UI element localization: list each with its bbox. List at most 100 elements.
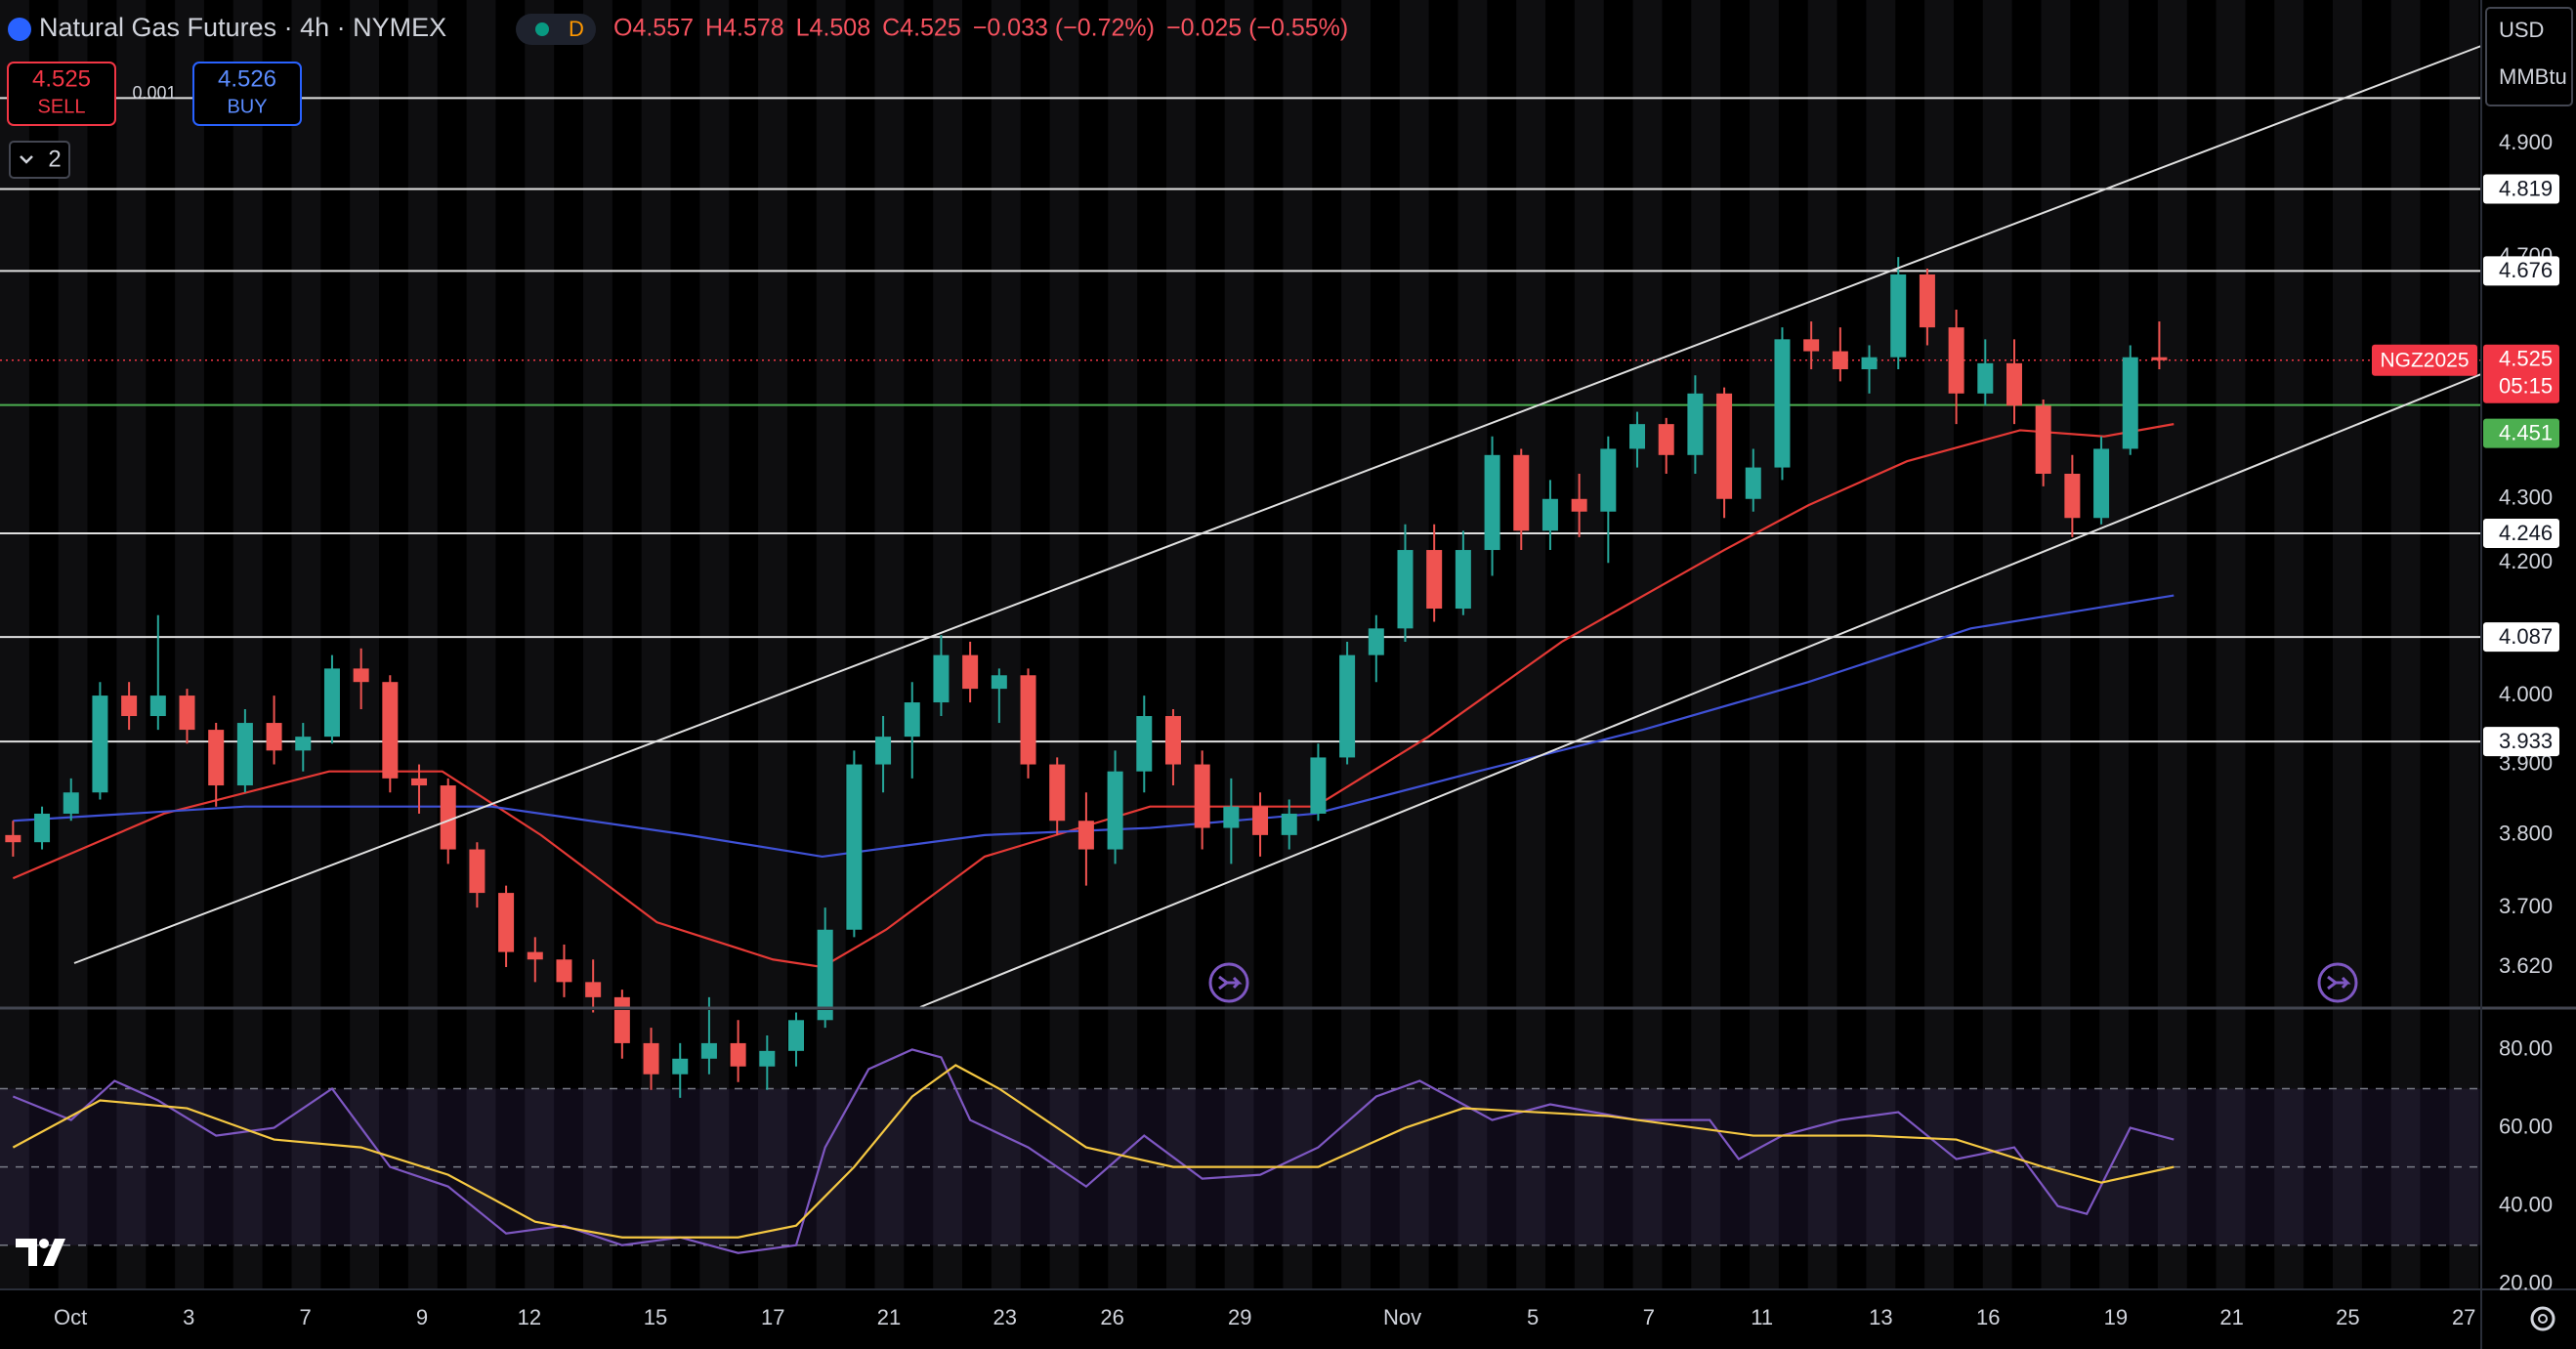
indicators-count: 2 xyxy=(48,146,61,172)
candle-body xyxy=(1252,806,1269,835)
candle-body xyxy=(149,696,166,717)
x-tick-label: 19 xyxy=(2104,1305,2128,1329)
candle-body xyxy=(2093,448,2110,519)
candle-body xyxy=(1223,806,1240,828)
x-tick-label: 9 xyxy=(416,1305,428,1329)
candle-body xyxy=(1803,339,1820,352)
candle-body xyxy=(1164,716,1181,765)
candle-body xyxy=(1049,764,1066,822)
x-tick-label: 15 xyxy=(644,1305,667,1329)
candle-body xyxy=(1832,351,1848,370)
status-pill[interactable] xyxy=(516,14,596,45)
x-tick-label: 25 xyxy=(2336,1305,2359,1329)
settings-icon[interactable] xyxy=(2530,1306,2555,1331)
last-price-label: 4.525 xyxy=(2499,347,2553,371)
candle-body xyxy=(759,1050,776,1067)
y-tick-label: 4.300 xyxy=(2499,485,2553,510)
symbol-icon xyxy=(8,18,31,41)
x-tick-label: 21 xyxy=(2219,1305,2243,1329)
rsi-tick-label: 60.00 xyxy=(2499,1114,2553,1138)
candle-body xyxy=(1861,357,1878,370)
price-tag xyxy=(2483,344,2559,403)
candle-body xyxy=(1339,654,1356,758)
level-tag xyxy=(2483,727,2559,757)
candle-body xyxy=(1774,339,1791,468)
buy-price: 4.526 xyxy=(218,65,276,92)
x-tick-label: 3 xyxy=(183,1305,194,1329)
x-tick-label: 12 xyxy=(518,1305,541,1329)
candle-body xyxy=(266,723,282,751)
candle-body xyxy=(1194,764,1210,828)
candle-body xyxy=(787,1020,804,1051)
spread: 0.001 xyxy=(132,83,176,103)
session-stripes xyxy=(0,0,2481,1289)
channel-lower xyxy=(919,373,2482,1008)
candle-body xyxy=(92,696,108,793)
level-label: 4.676 xyxy=(2499,258,2553,282)
y-tick-label: 4.900 xyxy=(2499,130,2553,154)
buy-button[interactable] xyxy=(192,62,302,126)
candle-body xyxy=(498,893,515,952)
candle-body xyxy=(933,654,950,703)
sell-button[interactable] xyxy=(7,62,116,126)
sell-price: 4.525 xyxy=(32,65,91,92)
candle-body xyxy=(556,959,572,983)
level-tag xyxy=(2483,256,2559,286)
y-tick-label: 3.620 xyxy=(2499,953,2553,978)
candle-body xyxy=(353,668,369,683)
event-icon[interactable] xyxy=(1208,962,1249,1003)
ohlc-value: −0.025 (−0.55%) xyxy=(1166,15,1348,42)
candle-body xyxy=(2151,357,2168,360)
candle-body xyxy=(2006,362,2022,406)
candle-body xyxy=(1658,424,1674,455)
symbol-label: NGZ2025 xyxy=(2380,349,2469,371)
rsi-tick-label: 40.00 xyxy=(2499,1192,2553,1216)
level-label: 4.087 xyxy=(2499,624,2553,649)
ohlc-value: H4.578 xyxy=(705,15,784,42)
ohlc-value: O4.557 xyxy=(613,15,694,42)
unit: MMBtu xyxy=(2499,64,2567,89)
x-tick-label: 16 xyxy=(1976,1305,2000,1329)
symbol-tag xyxy=(2372,344,2477,376)
candle-body xyxy=(1426,550,1443,610)
candle-body xyxy=(1977,362,1994,394)
x-tick-label: Oct xyxy=(54,1305,87,1329)
countdown: 05:15 xyxy=(2499,374,2553,399)
candle-body xyxy=(1077,821,1094,850)
y-tick-label: 3.800 xyxy=(2499,822,2553,846)
y-tick-label: 3.700 xyxy=(2499,894,2553,918)
candle-body xyxy=(1107,771,1123,850)
indicators-toggle[interactable] xyxy=(9,141,70,179)
x-tick-label: Nov xyxy=(1383,1305,1421,1329)
level-label: 4.819 xyxy=(2499,176,2553,200)
candle-body xyxy=(469,849,486,894)
currency: USD xyxy=(2499,18,2544,42)
candle-body xyxy=(904,702,920,738)
candle-body xyxy=(643,1042,659,1075)
candle-body xyxy=(208,730,225,786)
ohlc-value: C4.525 xyxy=(882,15,961,42)
candle-body xyxy=(179,696,195,731)
support-label: 4.451 xyxy=(2499,420,2553,444)
interval-badge: D xyxy=(569,17,584,41)
level-tag xyxy=(2483,622,2559,653)
candle-body xyxy=(1571,498,1587,512)
y-tick-label: 4.200 xyxy=(2499,549,2553,573)
channel-upper xyxy=(73,45,2482,964)
candle-body xyxy=(411,778,428,786)
x-tick-label: 21 xyxy=(877,1305,901,1329)
candle-body xyxy=(5,834,21,843)
candle-body xyxy=(1629,424,1646,449)
x-tick-label: 11 xyxy=(1751,1305,1773,1329)
unit-selector[interactable] xyxy=(2485,7,2573,106)
event-icon[interactable] xyxy=(2317,962,2358,1003)
candle-body xyxy=(236,723,253,786)
candle-body xyxy=(875,737,892,765)
candle-body xyxy=(1368,628,1384,655)
candle-body xyxy=(1484,454,1500,551)
candle-body xyxy=(1455,550,1471,610)
candle-body xyxy=(1020,675,1036,765)
x-tick-label: 5 xyxy=(1527,1305,1539,1329)
chevron xyxy=(20,155,33,164)
y-tick-label: 4.000 xyxy=(2499,682,2553,706)
